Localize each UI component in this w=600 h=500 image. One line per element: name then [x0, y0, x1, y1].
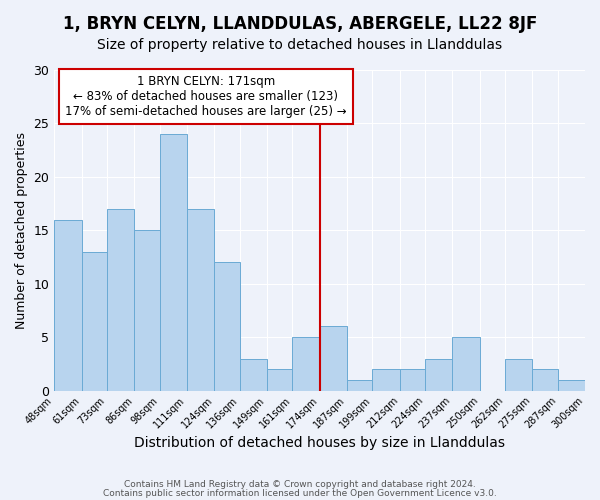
Bar — [82, 252, 107, 390]
Bar — [134, 230, 160, 390]
Bar — [292, 337, 320, 390]
Y-axis label: Number of detached properties: Number of detached properties — [15, 132, 28, 329]
Bar — [505, 358, 532, 390]
Bar — [425, 358, 452, 390]
Bar — [187, 209, 214, 390]
Text: Contains public sector information licensed under the Open Government Licence v3: Contains public sector information licen… — [103, 488, 497, 498]
Bar — [54, 220, 82, 390]
X-axis label: Distribution of detached houses by size in Llanddulas: Distribution of detached houses by size … — [134, 436, 505, 450]
Bar — [557, 380, 585, 390]
Bar — [347, 380, 372, 390]
Text: Contains HM Land Registry data © Crown copyright and database right 2024.: Contains HM Land Registry data © Crown c… — [124, 480, 476, 489]
Text: Size of property relative to detached houses in Llanddulas: Size of property relative to detached ho… — [97, 38, 503, 52]
Bar — [267, 369, 292, 390]
Bar — [160, 134, 187, 390]
Bar — [532, 369, 557, 390]
Text: 1, BRYN CELYN, LLANDDULAS, ABERGELE, LL22 8JF: 1, BRYN CELYN, LLANDDULAS, ABERGELE, LL2… — [63, 15, 537, 33]
Bar — [452, 337, 480, 390]
Bar — [372, 369, 400, 390]
Bar — [400, 369, 425, 390]
Bar — [214, 262, 239, 390]
Text: 1 BRYN CELYN: 171sqm
← 83% of detached houses are smaller (123)
17% of semi-deta: 1 BRYN CELYN: 171sqm ← 83% of detached h… — [65, 76, 347, 118]
Bar — [107, 209, 134, 390]
Bar — [320, 326, 347, 390]
Bar — [239, 358, 267, 390]
